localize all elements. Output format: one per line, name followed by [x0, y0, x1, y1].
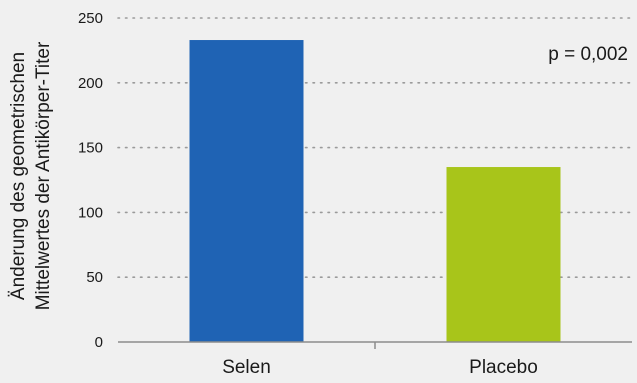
bar-selen — [189, 40, 304, 342]
x-tick-label-placebo: Placebo — [469, 357, 538, 378]
y-tick-label-150: 150 — [78, 140, 103, 157]
labels: Änderung des geometrischen Mittelwertes … — [8, 41, 628, 310]
bar-placebo — [446, 167, 561, 342]
x-tick-label-selen: Selen — [222, 357, 271, 378]
p-value-annotation: p = 0,002 — [548, 44, 628, 65]
y-axis-label-line-1: Änderung des geometrischen — [8, 52, 29, 300]
axes: 0 50 100 150 200 250 Selen Placebo — [78, 10, 632, 378]
y-axis-label-line-2: Mittelwertes der Antikörper-Titer — [33, 41, 54, 310]
y-tick-label-0: 0 — [95, 334, 103, 351]
y-tick-label-50: 50 — [86, 269, 103, 286]
y-tick-label-200: 200 — [78, 75, 103, 92]
y-tick-label-100: 100 — [78, 204, 103, 221]
y-tick-label-250: 250 — [78, 10, 103, 27]
bars — [189, 40, 561, 342]
